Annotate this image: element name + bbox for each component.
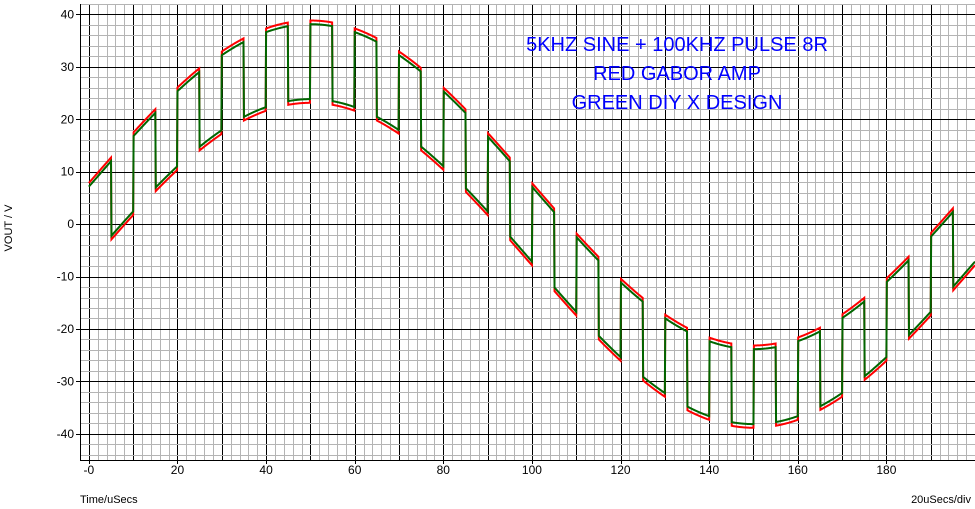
y-tick-label: -40	[57, 427, 75, 441]
y-axis-label: VOUT / V	[3, 204, 15, 252]
y-tick-label: 10	[61, 165, 75, 179]
x-tick-label: 40	[259, 463, 273, 477]
series-line-red-gabor-amp	[88, 19, 975, 429]
x-scale-label: 20uSecs/div	[911, 494, 971, 506]
grid	[80, 4, 975, 460]
y-tick-label: 20	[61, 112, 75, 126]
y-axis: 40 30 20 10 0 -10 -20 -30 -40	[57, 4, 81, 460]
x-tick-label: 120	[611, 463, 631, 477]
y-tick-label: 40	[61, 7, 75, 21]
x-tick-label: 20	[171, 463, 185, 477]
y-tick-label: 30	[61, 60, 75, 74]
plot-area	[88, 19, 975, 429]
x-tick-label: 160	[788, 463, 808, 477]
x-tick-label: 100	[522, 463, 542, 477]
y-tick-label: -10	[57, 270, 75, 284]
y-tick-label: -30	[57, 374, 75, 388]
x-axis-label: Time/uSecs	[80, 494, 138, 506]
series-line-green-diy-x-design	[88, 23, 975, 426]
x-tick-label: 80	[437, 463, 451, 477]
x-tick-label: 180	[876, 463, 896, 477]
x-tick-label: 60	[348, 463, 362, 477]
x-axis: -0 20 40 60 80 100 120 140 160 180	[80, 460, 975, 477]
annotation-line-3: GREEN DIY X DESIGN	[572, 92, 783, 114]
y-tick-label: -20	[57, 322, 75, 336]
annotation-line-1: 5KHZ SINE + 100KHZ PULSE 8R	[526, 34, 828, 56]
x-tick-label: -0	[84, 463, 95, 477]
y-tick-label: 0	[67, 217, 74, 231]
annotation-line-2: RED GABOR AMP	[593, 63, 761, 85]
x-tick-label: 140	[699, 463, 719, 477]
